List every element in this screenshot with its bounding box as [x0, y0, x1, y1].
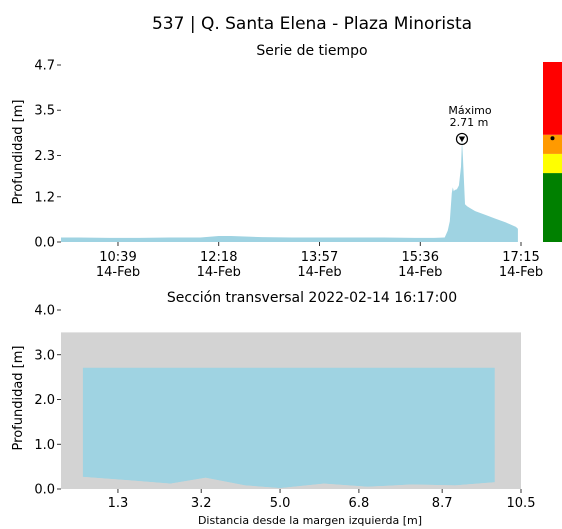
max-label: Máximo — [448, 104, 492, 117]
cross-section-ylabel: Profundidad [m] — [11, 346, 26, 451]
ts-x-tick-time: 12:18 — [200, 250, 237, 265]
cs-x-tick-label: 6.8 — [349, 496, 370, 511]
cs-x-tick-label: 10.5 — [507, 496, 536, 511]
max-marker-circle — [455, 132, 469, 146]
alert-level-bar — [543, 62, 562, 242]
cs-y-tick-label: 3.0 — [34, 348, 55, 363]
cross-section-shapes — [61, 332, 521, 489]
ts-x-tick-time: 10:39 — [99, 250, 136, 265]
cs-y-tick-label: 0.0 — [34, 483, 55, 498]
ts-x-tick-time: 17:15 — [502, 250, 539, 265]
ts-y-tick-label: 0.0 — [34, 236, 55, 251]
time-series-ylabel: Profundidad [m] — [11, 100, 26, 205]
time-series-title: Serie de tiempo — [256, 43, 367, 59]
max-marker-triangle — [458, 136, 466, 143]
alert-band-red — [543, 62, 562, 135]
ts-x-tick-date: 14-Feb — [197, 265, 241, 280]
cs-x-tick-label: 1.3 — [108, 496, 129, 511]
ts-y-tick-label: 2.3 — [34, 149, 55, 164]
cs-x-tick-label: 8.7 — [432, 496, 453, 511]
cross-section-chart: Sección transversal 2022-02-14 16:17:00 … — [11, 290, 535, 527]
cs-x-tick-label: 5.0 — [270, 496, 291, 511]
max-value-label: 2.71 m — [450, 116, 489, 129]
time-series-x-ticks: 10:3914-Feb12:1814-Feb13:5714-Feb15:3614… — [96, 242, 543, 280]
ts-x-tick-date: 14-Feb — [499, 265, 543, 280]
cs-y-tick-label: 1.0 — [34, 438, 55, 453]
cs-y-tick-label: 2.0 — [34, 393, 55, 408]
cross-section-bed — [82, 476, 495, 489]
ts-x-tick-date: 14-Feb — [398, 265, 442, 280]
ts-y-tick-label: 3.5 — [34, 104, 55, 119]
max-annotation: Máximo 2.71 m — [448, 104, 492, 146]
time-series-y-ticks: 0.0 1.2 2.3 3.5 4.7 — [34, 59, 61, 251]
ts-y-tick-label: 4.7 — [34, 59, 55, 74]
cross-section-xlabel: Distancia desde la margen izquierda [m] — [198, 514, 422, 527]
time-series-area — [61, 139, 518, 242]
ts-y-tick-label: 1.2 — [34, 190, 55, 205]
cross-section-water — [82, 367, 495, 489]
ts-x-tick-time: 15:36 — [402, 250, 439, 265]
cross-section-x-ticks: 1.3 3.2 5.0 6.8 8.7 10.5 — [108, 489, 536, 511]
cross-section-title: Sección transversal 2022-02-14 16:17:00 — [167, 290, 457, 306]
alert-band-green — [543, 173, 562, 242]
time-series-chart: Serie de tiempo Profundidad [m] 0.0 1.2 2.… — [11, 43, 543, 280]
cross-section-y-ticks: 0.0 1.0 2.0 3.0 4.0 — [34, 304, 61, 498]
cs-x-tick-label: 3.2 — [191, 496, 212, 511]
alert-band-orange — [543, 134, 562, 154]
alert-band-yellow — [543, 153, 562, 174]
cs-y-tick-label: 4.0 — [34, 304, 55, 319]
page-title: 537 | Q. Santa Elena - Plaza Minorista — [152, 14, 472, 34]
alert-level-marker — [550, 136, 555, 141]
ts-x-tick-date: 14-Feb — [96, 265, 140, 280]
ts-x-tick-time: 13:57 — [301, 250, 338, 265]
ts-x-tick-date: 14-Feb — [297, 265, 341, 280]
